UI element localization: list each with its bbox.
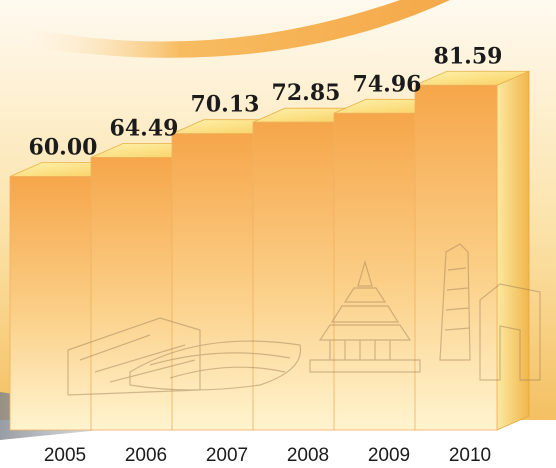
category-label-2007: 2007 <box>206 445 248 466</box>
bar-front-face <box>9 176 93 431</box>
category-label-2009: 2009 <box>368 445 410 466</box>
bars-group <box>9 70 530 431</box>
value-label-2007: 70.13 <box>191 92 260 118</box>
value-label-2010: 81.59 <box>434 43 503 69</box>
labels-group: 60.00 2005 64.49 2006 70.13 2007 72.85 2008 74.9… <box>29 43 503 466</box>
category-label-2010: 2010 <box>449 445 491 466</box>
bar-front-face <box>252 121 336 431</box>
skyline-illustration <box>67 243 541 396</box>
category-label-2005: 2005 <box>44 445 86 466</box>
bar-side-face <box>496 70 530 431</box>
decorative-ribbon <box>0 0 450 58</box>
bar-front-face <box>171 133 255 431</box>
category-label-2006: 2006 <box>125 445 167 466</box>
value-label-2009: 74.96 <box>353 71 422 97</box>
bar-front-face <box>333 112 417 431</box>
value-label-2005: 60.00 <box>29 135 98 161</box>
value-label-2006: 64.49 <box>110 116 179 142</box>
bar-front-face <box>414 84 498 431</box>
category-label-2008: 2008 <box>287 445 329 466</box>
bar-2010 <box>414 70 530 431</box>
value-label-2008: 72.85 <box>272 80 341 106</box>
bar-front-face <box>90 157 174 431</box>
